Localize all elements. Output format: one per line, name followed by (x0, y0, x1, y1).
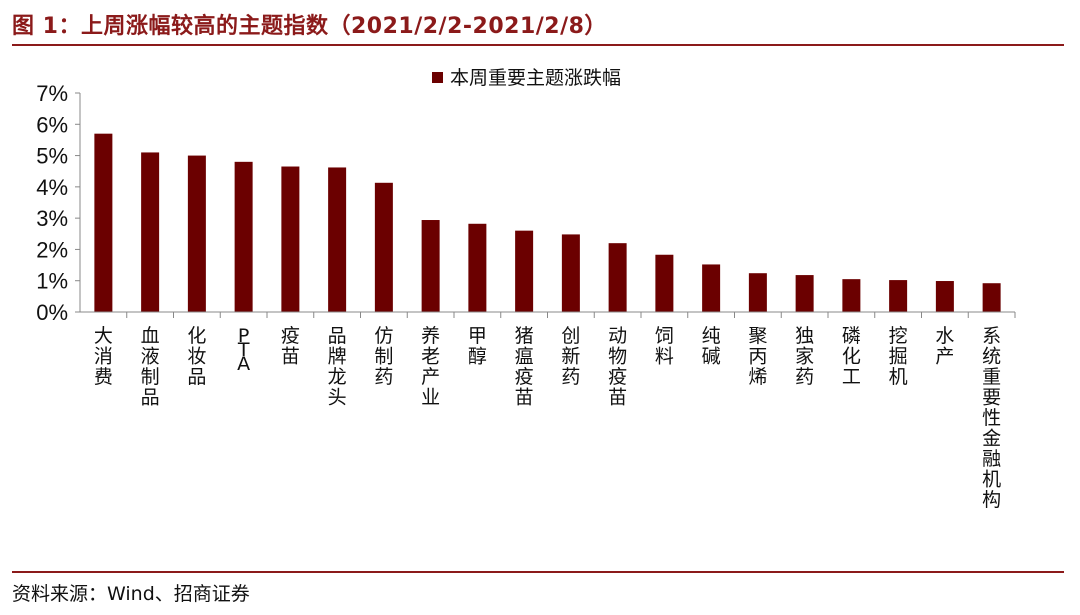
x-tick-label: 磷化工 (842, 325, 861, 388)
bar (561, 234, 580, 312)
bar (374, 182, 393, 312)
bar (328, 167, 347, 312)
x-tick-label: 纯碱 (702, 325, 721, 368)
page-title: 图 1：上周涨幅较高的主题指数（2021/2/2-2021/2/8） (12, 14, 607, 39)
x-tick-label: 饲料 (655, 325, 674, 368)
bar (141, 152, 160, 312)
bar (889, 280, 908, 312)
bar (935, 281, 954, 312)
x-tick-label: 品牌龙头 (328, 325, 347, 409)
x-tick-label: 动物疫苗 (608, 325, 627, 409)
x-tick-label: 甲醇 (468, 325, 487, 368)
bar (515, 230, 534, 312)
y-tick-label: 7% (36, 81, 68, 106)
x-tick-label: 创新药 (561, 325, 580, 388)
bar (702, 264, 721, 312)
x-tick-label: 仿制药 (374, 325, 393, 388)
bar (795, 275, 814, 312)
bar (608, 243, 627, 312)
bar (94, 133, 113, 312)
bar (281, 166, 300, 312)
y-tick-label: 6% (36, 112, 68, 137)
y-tick-label: 1% (36, 269, 68, 294)
legend-swatch (432, 72, 443, 83)
title-divider (12, 44, 1064, 46)
bar (655, 254, 674, 312)
x-tick-label: 疫苗 (281, 325, 300, 368)
source-divider (12, 571, 1064, 573)
bar (187, 155, 206, 312)
bar (748, 273, 767, 312)
y-tick-label: 5% (36, 144, 68, 169)
x-tick-label: 养老产业 (421, 325, 440, 409)
bar-chart: 本周重要主题涨跌幅 0% 1% 2% 3% 4% 5% 6% 7% 大消费 血液制品 化妆品 P T A… (36, 67, 1016, 511)
x-axis: 大消费 血液制品 化妆品 P T A 疫苗 品牌龙头 仿制药 养老产业 甲醇 猪瘟疫苗 创新药 动物疫苗 饲… (80, 311, 1016, 511)
x-tick-label: 水产 (935, 325, 954, 368)
source-note: 资料来源：Wind、招商证券 (12, 583, 250, 605)
bars (94, 133, 1001, 312)
x-tick-label: 大消费 (94, 325, 113, 388)
y-tick-label: 3% (36, 206, 68, 231)
x-tick-label: 系统重要性金融机构 (982, 325, 1001, 511)
bar (468, 223, 487, 312)
y-tick-label: 0% (36, 300, 68, 325)
x-tick-label: 猪瘟疫苗 (515, 325, 534, 409)
bar (234, 161, 253, 312)
bar (842, 279, 861, 312)
x-tick-label: 聚丙烯 (748, 325, 767, 388)
y-axis: 0% 1% 2% 3% 4% 5% 6% 7% (36, 81, 81, 325)
legend: 本周重要主题涨跌幅 (432, 67, 621, 89)
x-tick-label: 血液制品 (141, 325, 160, 409)
x-tick-label: 独家药 (795, 325, 814, 388)
y-tick-label: 4% (36, 175, 68, 200)
bar (421, 220, 440, 312)
x-tick-label: 挖掘机 (889, 325, 908, 388)
x-tick-label: 化妆品 (187, 325, 206, 388)
legend-label: 本周重要主题涨跌幅 (450, 67, 621, 89)
bar (982, 283, 1001, 312)
y-tick-label: 2% (36, 237, 68, 262)
